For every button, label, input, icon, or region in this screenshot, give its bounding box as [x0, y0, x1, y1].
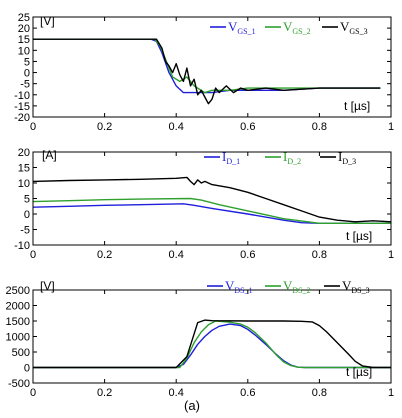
y-tick-label: 10 — [18, 178, 30, 190]
series-line-d-2 — [32, 197, 391, 225]
plot-frame — [32, 151, 392, 246]
legend-subscript: DS_3 — [351, 286, 369, 295]
legend-entry: VDS_2 — [283, 278, 311, 295]
x-tick-label: 0.6 — [240, 121, 255, 133]
legend-subscript: D_2 — [287, 157, 301, 166]
x-tick-label: 1 — [388, 387, 394, 399]
x-tick-label: 0.4 — [169, 249, 184, 261]
y-tick-label: 0 — [24, 209, 30, 221]
y-tick-label: 0 — [24, 68, 30, 80]
y-tick-label: 25 — [18, 12, 30, 24]
y-tick-label: 0 — [24, 363, 30, 375]
x-axis-label: t [µs] — [346, 365, 372, 379]
y-tick-label: 10 — [18, 45, 30, 57]
legend-subscript: D_3 — [342, 157, 356, 166]
legend-entry: VGS_1 — [228, 19, 256, 36]
legend-entry: ID_2 — [283, 149, 301, 166]
x-tick-label: 0.4 — [169, 387, 184, 399]
legend-name: I — [283, 149, 287, 164]
legend-entry: VGS_3 — [340, 19, 368, 36]
legend-entry: VDS_1 — [225, 278, 253, 295]
x-tick-label: 0.8 — [312, 387, 327, 399]
y-tick-label: 15 — [18, 163, 30, 175]
y-tick-label: -15 — [14, 101, 30, 113]
legend-name: V — [225, 278, 235, 293]
legend-subscript: D_1 — [226, 157, 240, 166]
series-line-ds-3 — [33, 319, 391, 369]
series-line-d-3 — [32, 176, 392, 223]
x-tick-label: 0.6 — [240, 387, 255, 399]
legend-name: V — [340, 19, 350, 34]
legend-entry: VGS_2 — [283, 19, 311, 36]
x-tick-label: 1 — [388, 249, 394, 261]
series-line-gs-1 — [33, 38, 381, 94]
legend-subscript: DS_1 — [234, 286, 252, 295]
x-tick-label: 0.2 — [97, 249, 112, 261]
legend-name: V — [228, 19, 238, 34]
y-tick-label: 15 — [18, 34, 30, 46]
legend-subscript: DS_2 — [292, 286, 310, 295]
legend-entry: VDS_3 — [342, 278, 370, 295]
y-tick-label: 2000 — [6, 301, 30, 313]
y-tick-label: 1500 — [6, 316, 30, 328]
y-tick-label: 20 — [18, 147, 30, 159]
x-tick-label: 0.2 — [97, 121, 112, 133]
plot-frame — [32, 289, 392, 384]
y-tick-label: -500 — [8, 378, 30, 390]
legend-subscript: GS_1 — [237, 27, 255, 36]
x-tick-label: 0.6 — [240, 249, 255, 261]
y-tick-label: 5 — [24, 56, 30, 68]
unit-label: [A] — [42, 148, 57, 162]
y-tick-label: 500 — [12, 347, 30, 359]
x-tick-label: 0.2 — [97, 387, 112, 399]
x-tick-label: 1 — [388, 121, 394, 133]
y-tick-label: -10 — [14, 240, 30, 252]
x-axis-label: t [µs] — [344, 99, 370, 113]
legend-name: V — [283, 278, 293, 293]
y-tick-label: -5 — [20, 79, 30, 91]
legend-subscript: GS_2 — [292, 27, 310, 36]
y-tick-label: 20 — [18, 23, 30, 35]
plot-frame — [32, 16, 392, 118]
x-tick-label: 0.4 — [169, 121, 184, 133]
y-tick-label: 1000 — [6, 332, 30, 344]
x-tick-label: 0 — [30, 387, 36, 399]
legend-entry: ID_3 — [338, 149, 356, 166]
legend-name: V — [342, 278, 352, 293]
series-line-ds-2 — [33, 320, 391, 369]
x-tick-label: 0 — [30, 249, 36, 261]
legend-subscript: GS_3 — [349, 27, 367, 36]
figure-caption: (a) — [184, 398, 200, 413]
y-tick-label: 5 — [24, 194, 30, 206]
series-line-ds-1 — [33, 323, 391, 369]
y-tick-label: -10 — [14, 90, 30, 102]
series-line-gs-3 — [33, 38, 381, 105]
x-tick-label: 0.8 — [312, 249, 327, 261]
legend-name: I — [222, 149, 226, 164]
y-tick-label: -5 — [20, 225, 30, 237]
unit-label: [V] — [40, 14, 55, 28]
y-tick-label: -20 — [14, 112, 30, 124]
legend-name: I — [338, 149, 342, 164]
x-tick-label: 0.8 — [312, 121, 327, 133]
y-tick-label: 2500 — [6, 285, 30, 297]
x-tick-label: 0 — [30, 121, 36, 133]
x-axis-label: t [µs] — [346, 229, 372, 243]
legend-entry: ID_1 — [222, 149, 240, 166]
unit-label: [V] — [40, 279, 55, 293]
legend-name: V — [283, 19, 293, 34]
series-line-gs-2 — [33, 38, 381, 94]
